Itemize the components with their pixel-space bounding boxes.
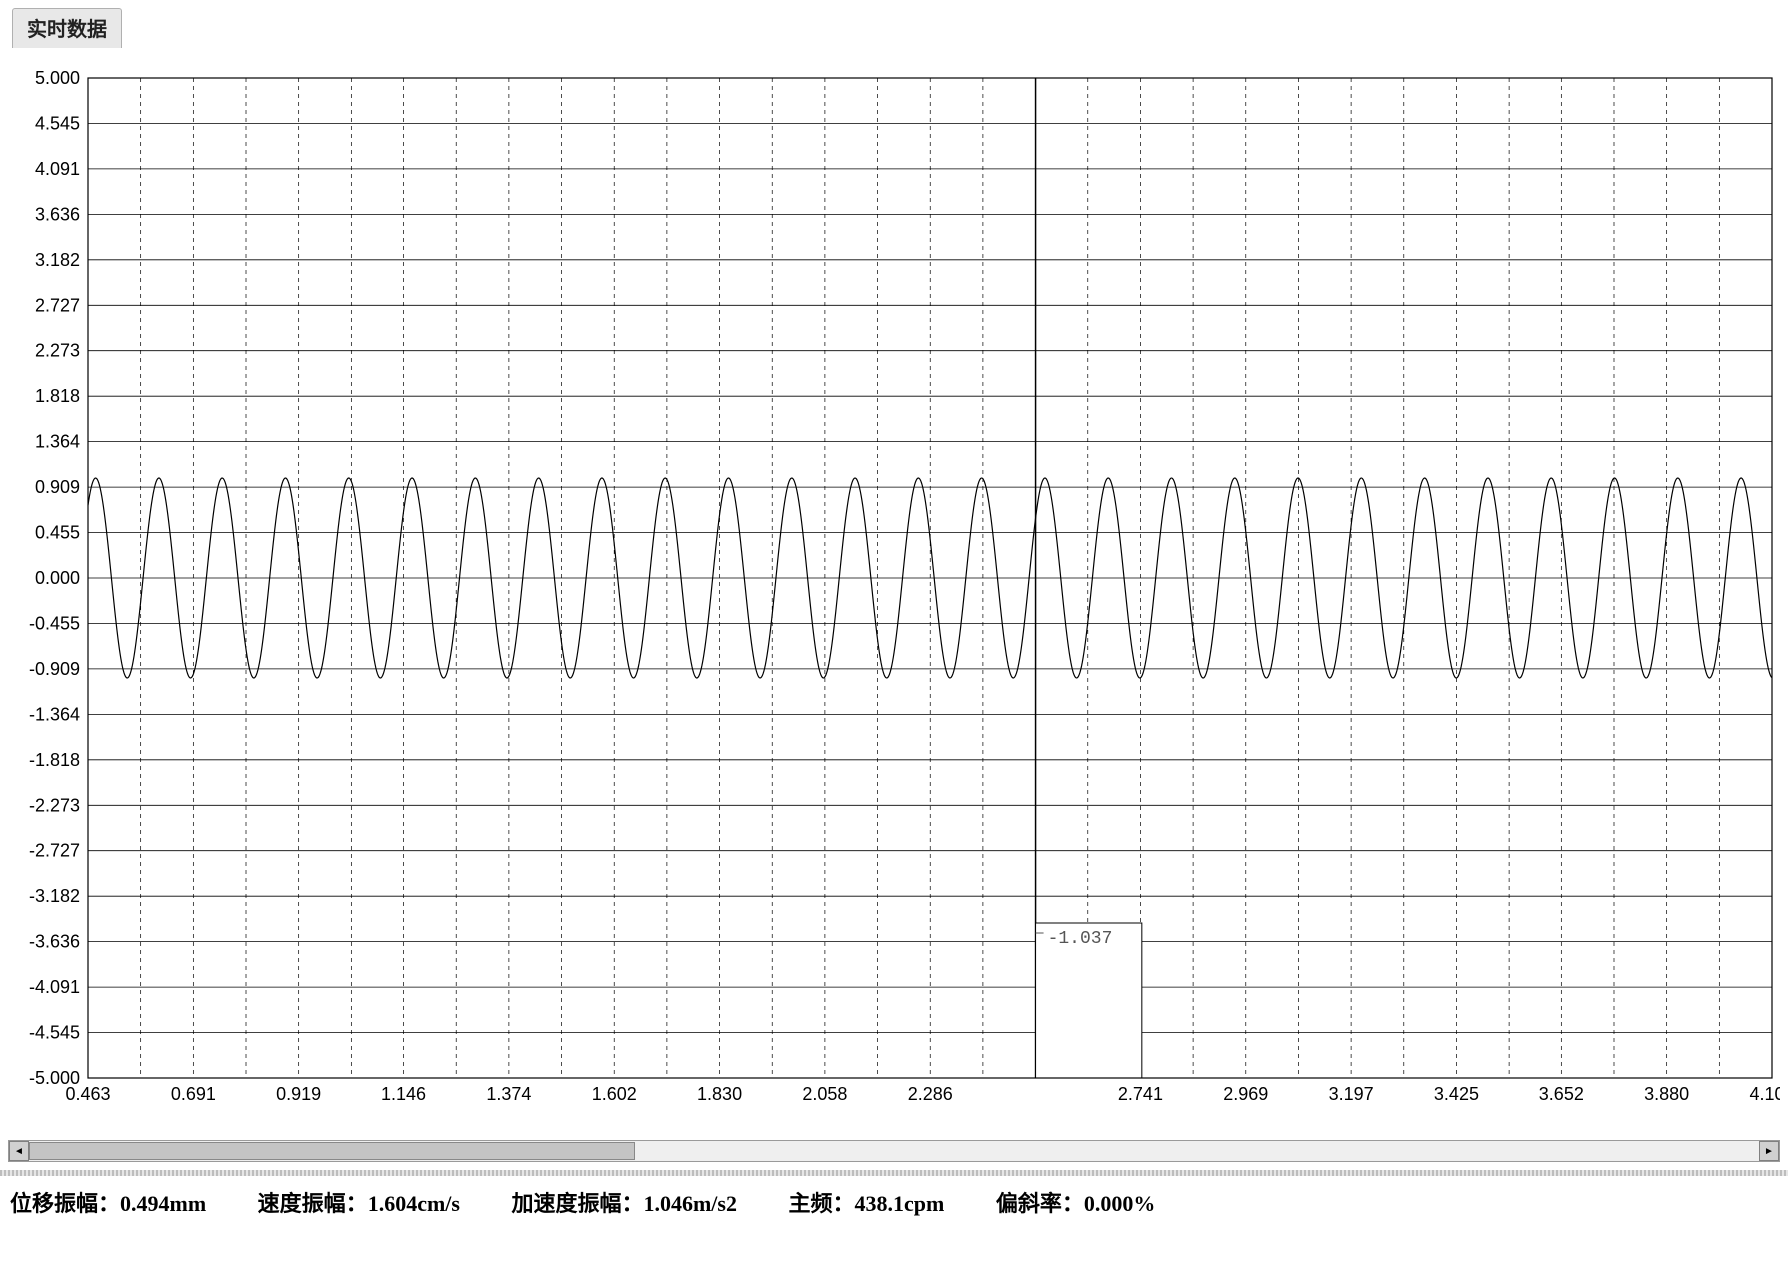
svg-text:3.197: 3.197 (1329, 1084, 1374, 1104)
svg-text:3.636: 3.636 (35, 204, 80, 224)
svg-text:0.691: 0.691 (171, 1084, 216, 1104)
svg-text:3.880: 3.880 (1644, 1084, 1689, 1104)
svg-text:1.374: 1.374 (486, 1084, 531, 1104)
tab-label: 实时数据 (27, 19, 107, 41)
svg-text:-3.636: -3.636 (29, 932, 80, 952)
svg-text:-0.455: -0.455 (29, 614, 80, 634)
scroll-track[interactable] (29, 1141, 1759, 1161)
svg-text:0.455: 0.455 (35, 523, 80, 543)
displacement-label: 位移振幅： (10, 1191, 120, 1216)
scroll-right-button[interactable]: ► (1759, 1141, 1779, 1161)
svg-text:-3.182: -3.182 (29, 886, 80, 906)
status-bar: 位移振幅：0.494mm 速度振幅：1.604cm/s 加速度振幅：1.046m… (10, 1186, 1780, 1218)
svg-text:-4.091: -4.091 (29, 977, 80, 997)
svg-text:0.000: 0.000 (35, 568, 80, 588)
horizontal-scrollbar[interactable]: ◄ ► (8, 1140, 1780, 1162)
svg-text:1.818: 1.818 (35, 386, 80, 406)
svg-text:-0.909: -0.909 (29, 659, 80, 679)
scroll-thumb[interactable] (29, 1142, 635, 1160)
svg-text:2.741: 2.741 (1118, 1084, 1163, 1104)
svg-text:-1.037: -1.037 (1048, 929, 1113, 949)
svg-text:0.463: 0.463 (65, 1084, 110, 1104)
svg-text:3.652: 3.652 (1539, 1084, 1584, 1104)
svg-text:-1.818: -1.818 (29, 750, 80, 770)
svg-text:2.058: 2.058 (802, 1084, 847, 1104)
chart-area[interactable]: 5.000 4.545 4.091 3.636 3.182 2.727 2.273 1.818… (8, 70, 1780, 1130)
svg-text:1.830: 1.830 (697, 1084, 742, 1104)
mainfreq-value: 438.1cpm (854, 1191, 944, 1216)
svg-text:2.727: 2.727 (35, 295, 80, 315)
scroll-left-button[interactable]: ◄ (9, 1141, 29, 1161)
svg-text:-1.364: -1.364 (29, 704, 80, 724)
velocity-label: 速度振幅： (258, 1191, 368, 1216)
svg-text:1.146: 1.146 (381, 1084, 426, 1104)
mainfreq-label: 主频： (788, 1191, 854, 1216)
svg-text:4.545: 4.545 (35, 114, 80, 134)
svg-text:0.909: 0.909 (35, 477, 80, 497)
skew-label: 偏斜率： (996, 1191, 1084, 1216)
skew-value: 0.000% (1084, 1191, 1156, 1216)
svg-text:2.969: 2.969 (1223, 1084, 1268, 1104)
svg-text:1.364: 1.364 (35, 432, 80, 452)
acceleration-label: 加速度振幅： (511, 1191, 643, 1216)
acceleration-value: 1.046m/s2 (643, 1191, 737, 1216)
svg-text:-2.273: -2.273 (29, 795, 80, 815)
tab-bar: 实时数据 (12, 8, 122, 48)
svg-text:-2.727: -2.727 (29, 841, 80, 861)
status-divider (0, 1170, 1788, 1176)
svg-text:4.108: 4.108 (1749, 1084, 1780, 1104)
svg-text:2.273: 2.273 (35, 341, 80, 361)
velocity-value: 1.604cm/s (368, 1191, 460, 1216)
svg-text:5.000: 5.000 (35, 70, 80, 88)
svg-text:-4.545: -4.545 (29, 1023, 80, 1043)
svg-text:4.091: 4.091 (35, 159, 80, 179)
svg-text:2.286: 2.286 (908, 1084, 953, 1104)
svg-text:1.602: 1.602 (592, 1084, 637, 1104)
svg-text:0.919: 0.919 (276, 1084, 321, 1104)
svg-text:3.425: 3.425 (1434, 1084, 1479, 1104)
displacement-value: 0.494mm (120, 1191, 206, 1216)
svg-text:3.182: 3.182 (35, 250, 80, 270)
tab-realtime[interactable]: 实时数据 (12, 8, 122, 48)
waveform-chart: 5.000 4.545 4.091 3.636 3.182 2.727 2.273 1.818… (8, 70, 1780, 1130)
